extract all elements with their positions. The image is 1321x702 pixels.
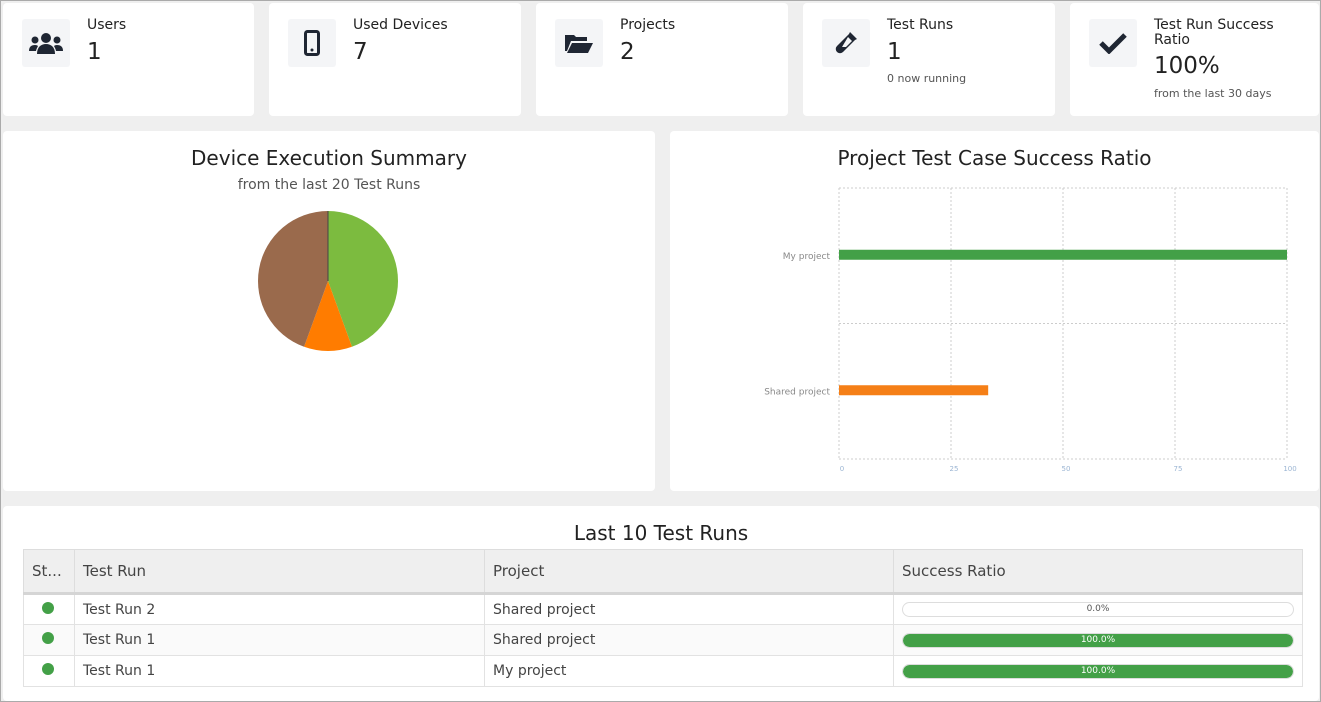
- project-ratio-panel: Project Test Case Success Ratio 0 25 50 75 1…: [670, 131, 1319, 491]
- stat-value: 2: [620, 39, 635, 65]
- progress-text: 100.0%: [1080, 634, 1116, 645]
- x-tick-label: 50: [1062, 465, 1071, 473]
- test-run-name[interactable]: Test Run 2: [74, 593, 485, 625]
- stat-label: Test Run Success Ratio: [1154, 17, 1274, 48]
- project-name: My project: [484, 655, 894, 687]
- stat-card-projects: Projects 2: [536, 3, 788, 116]
- stat-label: Projects: [620, 17, 676, 33]
- success-progress-bar: 0.0%: [902, 602, 1294, 617]
- column-header-success-ratio[interactable]: Success Ratio: [893, 549, 1303, 595]
- column-header-status[interactable]: St...: [23, 549, 75, 595]
- stat-card-users: Users 1: [3, 3, 254, 116]
- y-category-label: Shared project: [764, 387, 830, 397]
- stat-card-devices: Used Devices 7: [269, 3, 521, 116]
- bar: [839, 385, 989, 396]
- users-icon: [22, 19, 70, 67]
- success-ratio-cell: 100.0%: [893, 624, 1303, 656]
- status-cell: [23, 593, 75, 625]
- stat-label: Test Runs: [887, 17, 954, 33]
- device-execution-panel: Device Execution Summary from the last 2…: [3, 131, 655, 491]
- stat-label: Used Devices: [353, 17, 448, 33]
- bar: [839, 249, 1287, 260]
- pie-chart: [258, 211, 398, 351]
- success-progress-bar: 100.0%: [902, 632, 1294, 648]
- progress-text: 100.0%: [1080, 665, 1116, 676]
- mobile-icon: [288, 19, 336, 67]
- success-progress-bar: 100.0%: [902, 663, 1294, 679]
- x-tick-label: 75: [1174, 465, 1183, 473]
- success-ratio-cell: 100.0%: [893, 655, 1303, 687]
- pie-slice[interactable]: [304, 281, 352, 351]
- stat-card-success-ratio: Test Run Success Ratio 100% from the las…: [1070, 3, 1319, 116]
- panel-title: Project Test Case Success Ratio: [837, 146, 1152, 170]
- success-ratio-cell: 0.0%: [893, 593, 1303, 625]
- project-name: Shared project: [484, 624, 894, 656]
- table-row[interactable]: Test Run 1 My project 100.0%: [23, 655, 1303, 687]
- last-runs-panel: Last 10 Test Runs St... Test Run Project…: [3, 506, 1319, 701]
- panel-title: Device Execution Summary: [191, 146, 467, 170]
- panel-subtitle: from the last 20 Test Runs: [237, 177, 421, 193]
- column-header-test-run[interactable]: Test Run: [74, 549, 485, 595]
- bar-chart: 0 25 50 75 100 My project Shared project: [764, 187, 1297, 473]
- status-success-icon: [42, 663, 54, 675]
- table-row[interactable]: Test Run 1 Shared project 100.0%: [23, 624, 1303, 656]
- status-success-icon: [42, 601, 54, 614]
- table-row[interactable]: Test Run 2 Shared project 0.0%: [23, 593, 1303, 625]
- test-run-name[interactable]: Test Run 1: [74, 655, 485, 687]
- status-cell: [23, 624, 75, 656]
- progress-fill: [903, 633, 1293, 647]
- stat-subtext: 0 now running: [887, 72, 967, 85]
- test-run-name[interactable]: Test Run 1: [74, 624, 485, 656]
- stat-subtext: from the last 30 days: [1154, 87, 1272, 100]
- stat-value: 7: [353, 39, 368, 65]
- stat-value: 100%: [1154, 53, 1220, 79]
- pie-slice[interactable]: [258, 211, 328, 347]
- column-header-project[interactable]: Project: [484, 549, 894, 595]
- x-tick-label: 25: [950, 465, 959, 473]
- panel-title: Last 10 Test Runs: [573, 521, 749, 545]
- check-icon: [1089, 19, 1137, 67]
- status-success-icon: [42, 632, 54, 644]
- stat-label: Users: [87, 17, 127, 33]
- pie-slice[interactable]: [328, 211, 398, 347]
- last-runs-table: St... Test Run Project Success Ratio Tes…: [23, 549, 1303, 687]
- stat-value: 1: [87, 39, 102, 65]
- y-category-label: My project: [783, 252, 831, 262]
- project-name: Shared project: [484, 593, 894, 625]
- folder-open-icon: [555, 19, 603, 67]
- progress-text: 0.0%: [1086, 604, 1110, 614]
- x-tick-label: 100: [1283, 465, 1296, 473]
- stat-value: 1: [887, 39, 902, 65]
- stat-card-test-runs: Test Runs 1 0 now running: [803, 3, 1055, 116]
- progress-fill: [903, 664, 1293, 678]
- status-cell: [23, 655, 75, 687]
- x-tick-label: 0: [840, 465, 844, 473]
- flask-icon: [822, 19, 870, 67]
